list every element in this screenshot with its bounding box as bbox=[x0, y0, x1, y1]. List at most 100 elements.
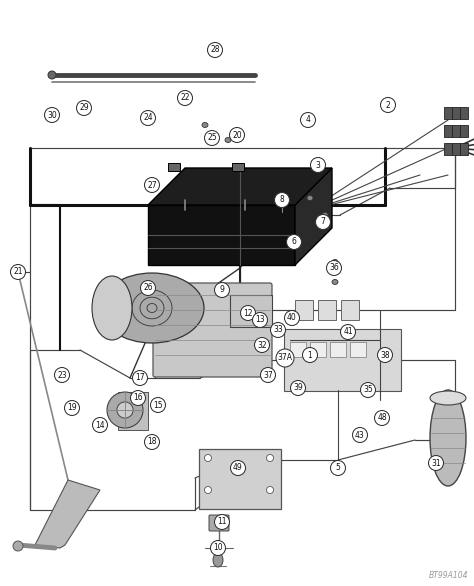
Circle shape bbox=[374, 411, 390, 425]
FancyBboxPatch shape bbox=[290, 342, 306, 357]
Polygon shape bbox=[148, 168, 332, 205]
Text: 2: 2 bbox=[386, 101, 391, 110]
Circle shape bbox=[140, 111, 155, 125]
Circle shape bbox=[266, 455, 273, 462]
Text: 18: 18 bbox=[147, 438, 157, 447]
FancyBboxPatch shape bbox=[153, 283, 272, 377]
Circle shape bbox=[255, 338, 270, 353]
Circle shape bbox=[107, 392, 143, 428]
FancyBboxPatch shape bbox=[341, 300, 359, 320]
Ellipse shape bbox=[430, 390, 466, 486]
Circle shape bbox=[151, 397, 165, 413]
Text: 40: 40 bbox=[287, 314, 297, 322]
Circle shape bbox=[64, 400, 80, 415]
Text: 30: 30 bbox=[47, 111, 57, 120]
FancyBboxPatch shape bbox=[318, 300, 336, 320]
Ellipse shape bbox=[225, 138, 231, 142]
Circle shape bbox=[316, 214, 330, 230]
Circle shape bbox=[253, 312, 267, 328]
Text: 25: 25 bbox=[207, 134, 217, 142]
FancyBboxPatch shape bbox=[284, 329, 401, 391]
FancyBboxPatch shape bbox=[461, 142, 468, 155]
Ellipse shape bbox=[213, 553, 223, 567]
Text: 43: 43 bbox=[355, 431, 365, 440]
FancyBboxPatch shape bbox=[350, 342, 366, 357]
Ellipse shape bbox=[100, 273, 204, 343]
Circle shape bbox=[215, 515, 229, 530]
Ellipse shape bbox=[307, 196, 313, 200]
Circle shape bbox=[92, 417, 108, 432]
Text: 24: 24 bbox=[143, 114, 153, 122]
Text: 33: 33 bbox=[273, 325, 283, 335]
Text: 36: 36 bbox=[329, 264, 339, 272]
Circle shape bbox=[45, 107, 60, 122]
FancyBboxPatch shape bbox=[453, 124, 461, 137]
Circle shape bbox=[145, 434, 159, 449]
FancyBboxPatch shape bbox=[330, 342, 346, 357]
Ellipse shape bbox=[316, 158, 320, 166]
Ellipse shape bbox=[332, 280, 338, 284]
Text: 8: 8 bbox=[280, 196, 284, 205]
Circle shape bbox=[140, 281, 155, 295]
Text: 12: 12 bbox=[243, 308, 253, 318]
Circle shape bbox=[291, 380, 306, 396]
Text: 3: 3 bbox=[316, 161, 320, 169]
Circle shape bbox=[204, 486, 211, 493]
Text: 49: 49 bbox=[233, 464, 243, 472]
Circle shape bbox=[327, 261, 341, 275]
Text: 14: 14 bbox=[95, 421, 105, 430]
Polygon shape bbox=[118, 392, 148, 430]
Text: 35: 35 bbox=[363, 386, 373, 394]
Text: 21: 21 bbox=[13, 267, 23, 277]
Circle shape bbox=[117, 402, 133, 418]
Text: 10: 10 bbox=[213, 543, 223, 553]
FancyBboxPatch shape bbox=[295, 300, 313, 320]
Text: 13: 13 bbox=[255, 315, 265, 325]
Text: 48: 48 bbox=[377, 414, 387, 423]
Circle shape bbox=[286, 234, 301, 250]
FancyBboxPatch shape bbox=[445, 107, 453, 118]
Circle shape bbox=[208, 43, 222, 57]
Circle shape bbox=[215, 282, 229, 298]
Polygon shape bbox=[295, 168, 332, 265]
Ellipse shape bbox=[280, 196, 284, 205]
Circle shape bbox=[76, 101, 91, 115]
Circle shape bbox=[210, 540, 226, 556]
Ellipse shape bbox=[430, 391, 466, 405]
Circle shape bbox=[381, 97, 395, 113]
FancyBboxPatch shape bbox=[461, 124, 468, 137]
Circle shape bbox=[276, 349, 294, 367]
Text: 7: 7 bbox=[320, 217, 326, 227]
FancyBboxPatch shape bbox=[453, 107, 461, 118]
Circle shape bbox=[274, 192, 290, 207]
FancyBboxPatch shape bbox=[232, 163, 244, 171]
Circle shape bbox=[301, 113, 316, 128]
FancyBboxPatch shape bbox=[461, 107, 468, 118]
Circle shape bbox=[377, 347, 392, 363]
Circle shape bbox=[261, 367, 275, 383]
FancyBboxPatch shape bbox=[230, 295, 272, 327]
FancyBboxPatch shape bbox=[445, 124, 453, 137]
Text: 37: 37 bbox=[263, 370, 273, 380]
Circle shape bbox=[230, 461, 246, 475]
Ellipse shape bbox=[322, 213, 328, 217]
Circle shape bbox=[361, 383, 375, 397]
Circle shape bbox=[130, 390, 146, 406]
Text: 28: 28 bbox=[210, 46, 220, 54]
Circle shape bbox=[353, 428, 367, 442]
Polygon shape bbox=[148, 205, 295, 265]
Circle shape bbox=[204, 131, 219, 145]
Circle shape bbox=[302, 347, 318, 363]
Text: 32: 32 bbox=[257, 340, 267, 349]
Circle shape bbox=[310, 158, 326, 172]
Ellipse shape bbox=[202, 122, 208, 128]
Text: 39: 39 bbox=[293, 383, 303, 393]
FancyBboxPatch shape bbox=[199, 449, 281, 509]
FancyBboxPatch shape bbox=[310, 342, 326, 357]
Circle shape bbox=[133, 370, 147, 386]
Circle shape bbox=[284, 311, 300, 325]
Text: 9: 9 bbox=[219, 285, 224, 295]
Circle shape bbox=[330, 461, 346, 475]
FancyBboxPatch shape bbox=[445, 142, 453, 155]
Text: 26: 26 bbox=[143, 284, 153, 292]
